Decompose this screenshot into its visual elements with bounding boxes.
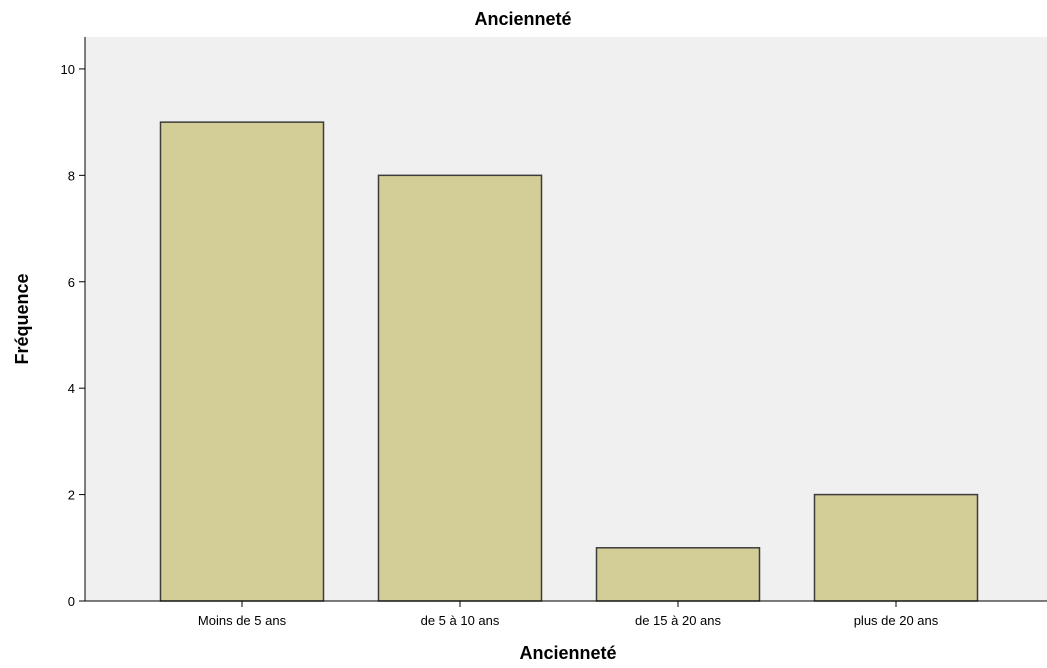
y-tick-label: 4	[68, 381, 75, 396]
x-tick-label: Moins de 5 ans	[198, 613, 287, 628]
y-axis-ticks: 0 2 4 6 8 10	[61, 62, 85, 609]
y-tick-label: 2	[68, 488, 75, 503]
x-tick-label: de 5 à 10 ans	[421, 613, 500, 628]
bar-0	[159, 121, 325, 602]
bars-layer	[159, 121, 979, 602]
chart-title: Ancienneté	[474, 9, 571, 29]
x-axis-title: Ancienneté	[519, 643, 616, 663]
y-tick-label: 6	[68, 275, 75, 290]
y-tick-label: 0	[68, 594, 75, 609]
bar-2	[595, 547, 761, 602]
bar-1	[377, 174, 543, 602]
x-tick-label: de 15 à 20 ans	[635, 613, 722, 628]
y-tick-label: 10	[61, 62, 75, 77]
y-tick-label: 8	[68, 168, 75, 183]
bar-3	[813, 493, 979, 602]
x-axis-ticks: Moins de 5 ans de 5 à 10 ans de 15 à 20 an…	[198, 601, 939, 628]
y-axis-title: Fréquence	[12, 273, 32, 364]
x-tick-label: plus de 20 ans	[854, 613, 939, 628]
